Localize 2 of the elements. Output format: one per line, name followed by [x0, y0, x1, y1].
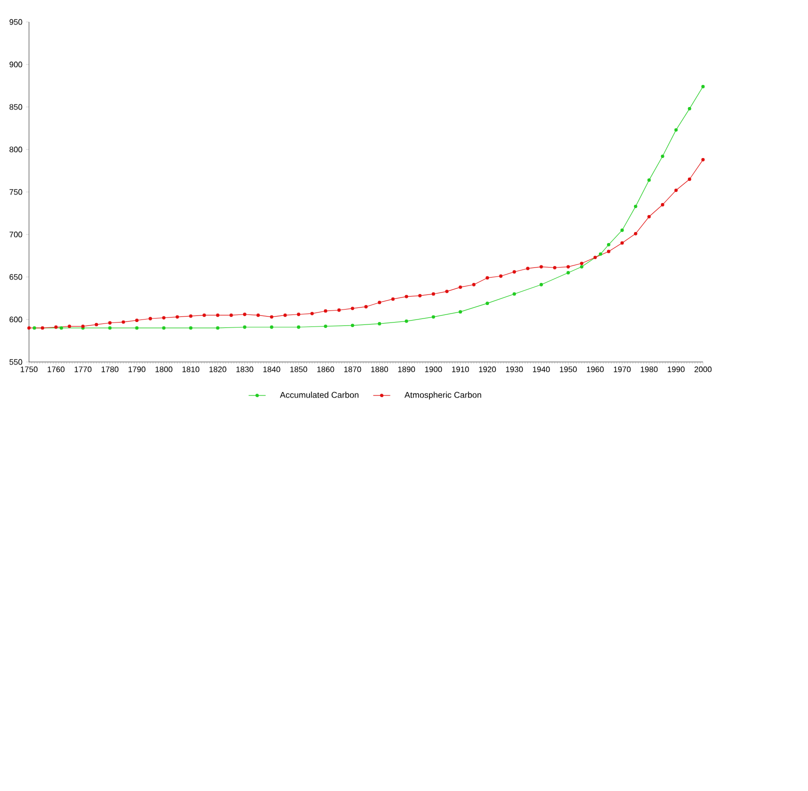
legend-label: Atmospheric Carbon: [404, 392, 482, 400]
legend-label: Accumulated Carbon: [280, 392, 358, 398]
